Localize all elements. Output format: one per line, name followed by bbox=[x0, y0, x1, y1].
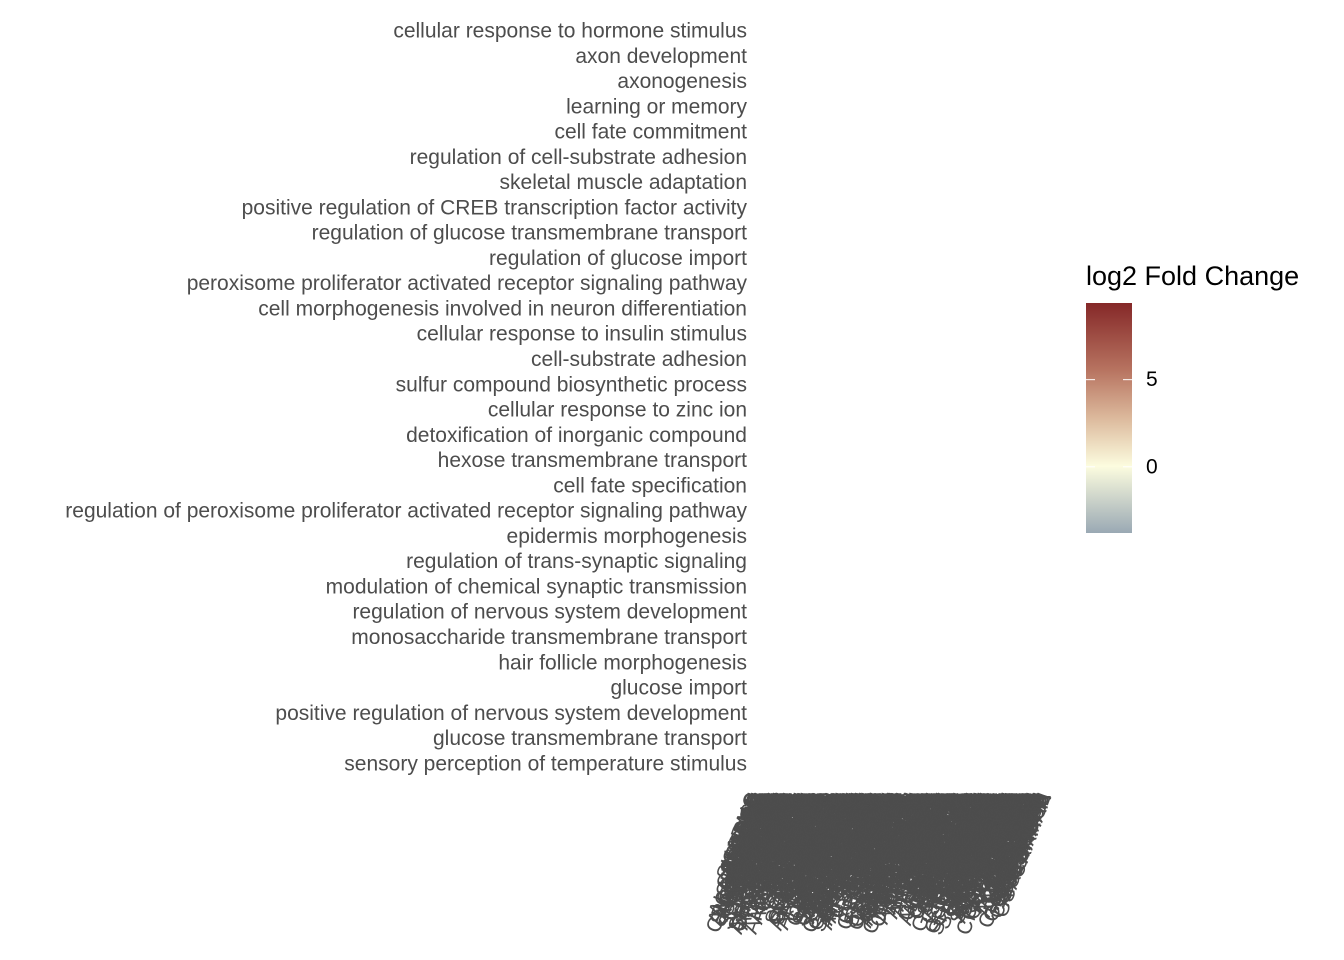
y-tick-label: regulation of peroxisome proliferator ac… bbox=[65, 500, 747, 523]
y-tick-label: learning or memory bbox=[566, 95, 747, 118]
y-tick-label: epidermis morphogenesis bbox=[507, 525, 747, 548]
y-tick-label: monosaccharide transmembrane transport bbox=[351, 626, 747, 649]
legend-title: log2 Fold Change bbox=[1086, 261, 1299, 291]
y-tick-label: hair follicle morphogenesis bbox=[498, 651, 747, 674]
y-tick-label: positive regulation of CREB transcriptio… bbox=[242, 196, 748, 219]
y-tick-label: detoxification of inorganic compound bbox=[406, 424, 747, 447]
y-axis-labels: cellular response to hormone stimulusaxo… bbox=[65, 20, 747, 776]
y-tick-label: modulation of chemical synaptic transmis… bbox=[326, 575, 747, 598]
y-tick-label: regulation of glucose import bbox=[489, 247, 747, 270]
y-tick-label: regulation of glucose transmembrane tran… bbox=[312, 222, 748, 245]
y-tick-label: cell fate commitment bbox=[554, 121, 747, 144]
legend: log2 Fold Change 0 5 bbox=[1086, 261, 1299, 533]
y-tick-label: glucose transmembrane transport bbox=[433, 727, 747, 750]
y-tick-label: skeletal muscle adaptation bbox=[500, 171, 747, 194]
legend-tick-label: 0 bbox=[1146, 455, 1158, 478]
y-tick-label: axonogenesis bbox=[617, 70, 747, 93]
y-tick-label: positive regulation of nervous system de… bbox=[275, 702, 747, 725]
y-tick-label: cellular response to zinc ion bbox=[488, 399, 747, 422]
y-tick-label: hexose transmembrane transport bbox=[438, 449, 747, 472]
y-tick-label: cell fate specification bbox=[553, 474, 747, 497]
y-tick-label: regulation of trans-synaptic signaling bbox=[406, 550, 747, 573]
y-tick-label: glucose import bbox=[610, 677, 747, 700]
y-tick-label: peroxisome proliferator activated recept… bbox=[187, 272, 748, 295]
y-tick-label: cellular response to insulin stimulus bbox=[417, 323, 747, 346]
y-tick-label: regulation of nervous system development bbox=[352, 601, 747, 624]
y-tick-label: cell-substrate adhesion bbox=[531, 348, 747, 371]
y-tick-label: cell morphogenesis involved in neuron di… bbox=[258, 297, 747, 320]
y-tick-label: axon development bbox=[575, 45, 747, 68]
legend-colorbar bbox=[1086, 303, 1132, 533]
y-tick-label: sensory perception of temperature stimul… bbox=[344, 752, 747, 775]
y-tick-label: cellular response to hormone stimulus bbox=[393, 20, 747, 43]
y-tick-label: regulation of cell-substrate adhesion bbox=[410, 146, 747, 169]
legend-tick-label: 5 bbox=[1146, 368, 1158, 391]
x-axis-labels: SHAPAICCRSHCCRSHSLAHAPSHSLCPCPCPAPCSGAPC… bbox=[702, 790, 1057, 938]
y-tick-label: sulfur compound biosynthetic process bbox=[396, 373, 747, 396]
